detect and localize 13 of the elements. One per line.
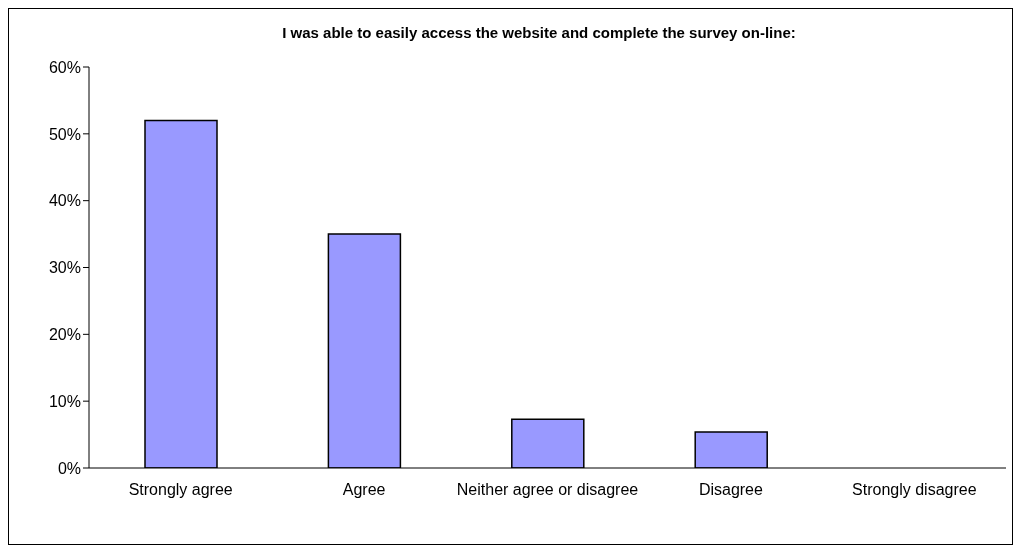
y-tick-label: 0%	[57, 459, 81, 477]
y-tick-label: 60%	[48, 58, 81, 76]
chart-title: I was able to easily access the website and complete the survey on-line:	[281, 23, 797, 43]
x-tick-label: Disagree	[698, 481, 764, 499]
x-tick-label: Strongly disagree	[852, 481, 977, 499]
x-tick-label: Strongly agree	[128, 481, 233, 499]
y-tick-label: 50%	[48, 125, 81, 143]
x-tick-label: Neither agree or disagree	[456, 481, 639, 499]
x-tick-label: Agree	[342, 481, 386, 499]
y-tick-label: 10%	[48, 392, 81, 410]
y-tick-label: 40%	[48, 192, 81, 210]
y-tick-label: 20%	[48, 326, 81, 344]
y-tick-label: 30%	[48, 259, 81, 277]
